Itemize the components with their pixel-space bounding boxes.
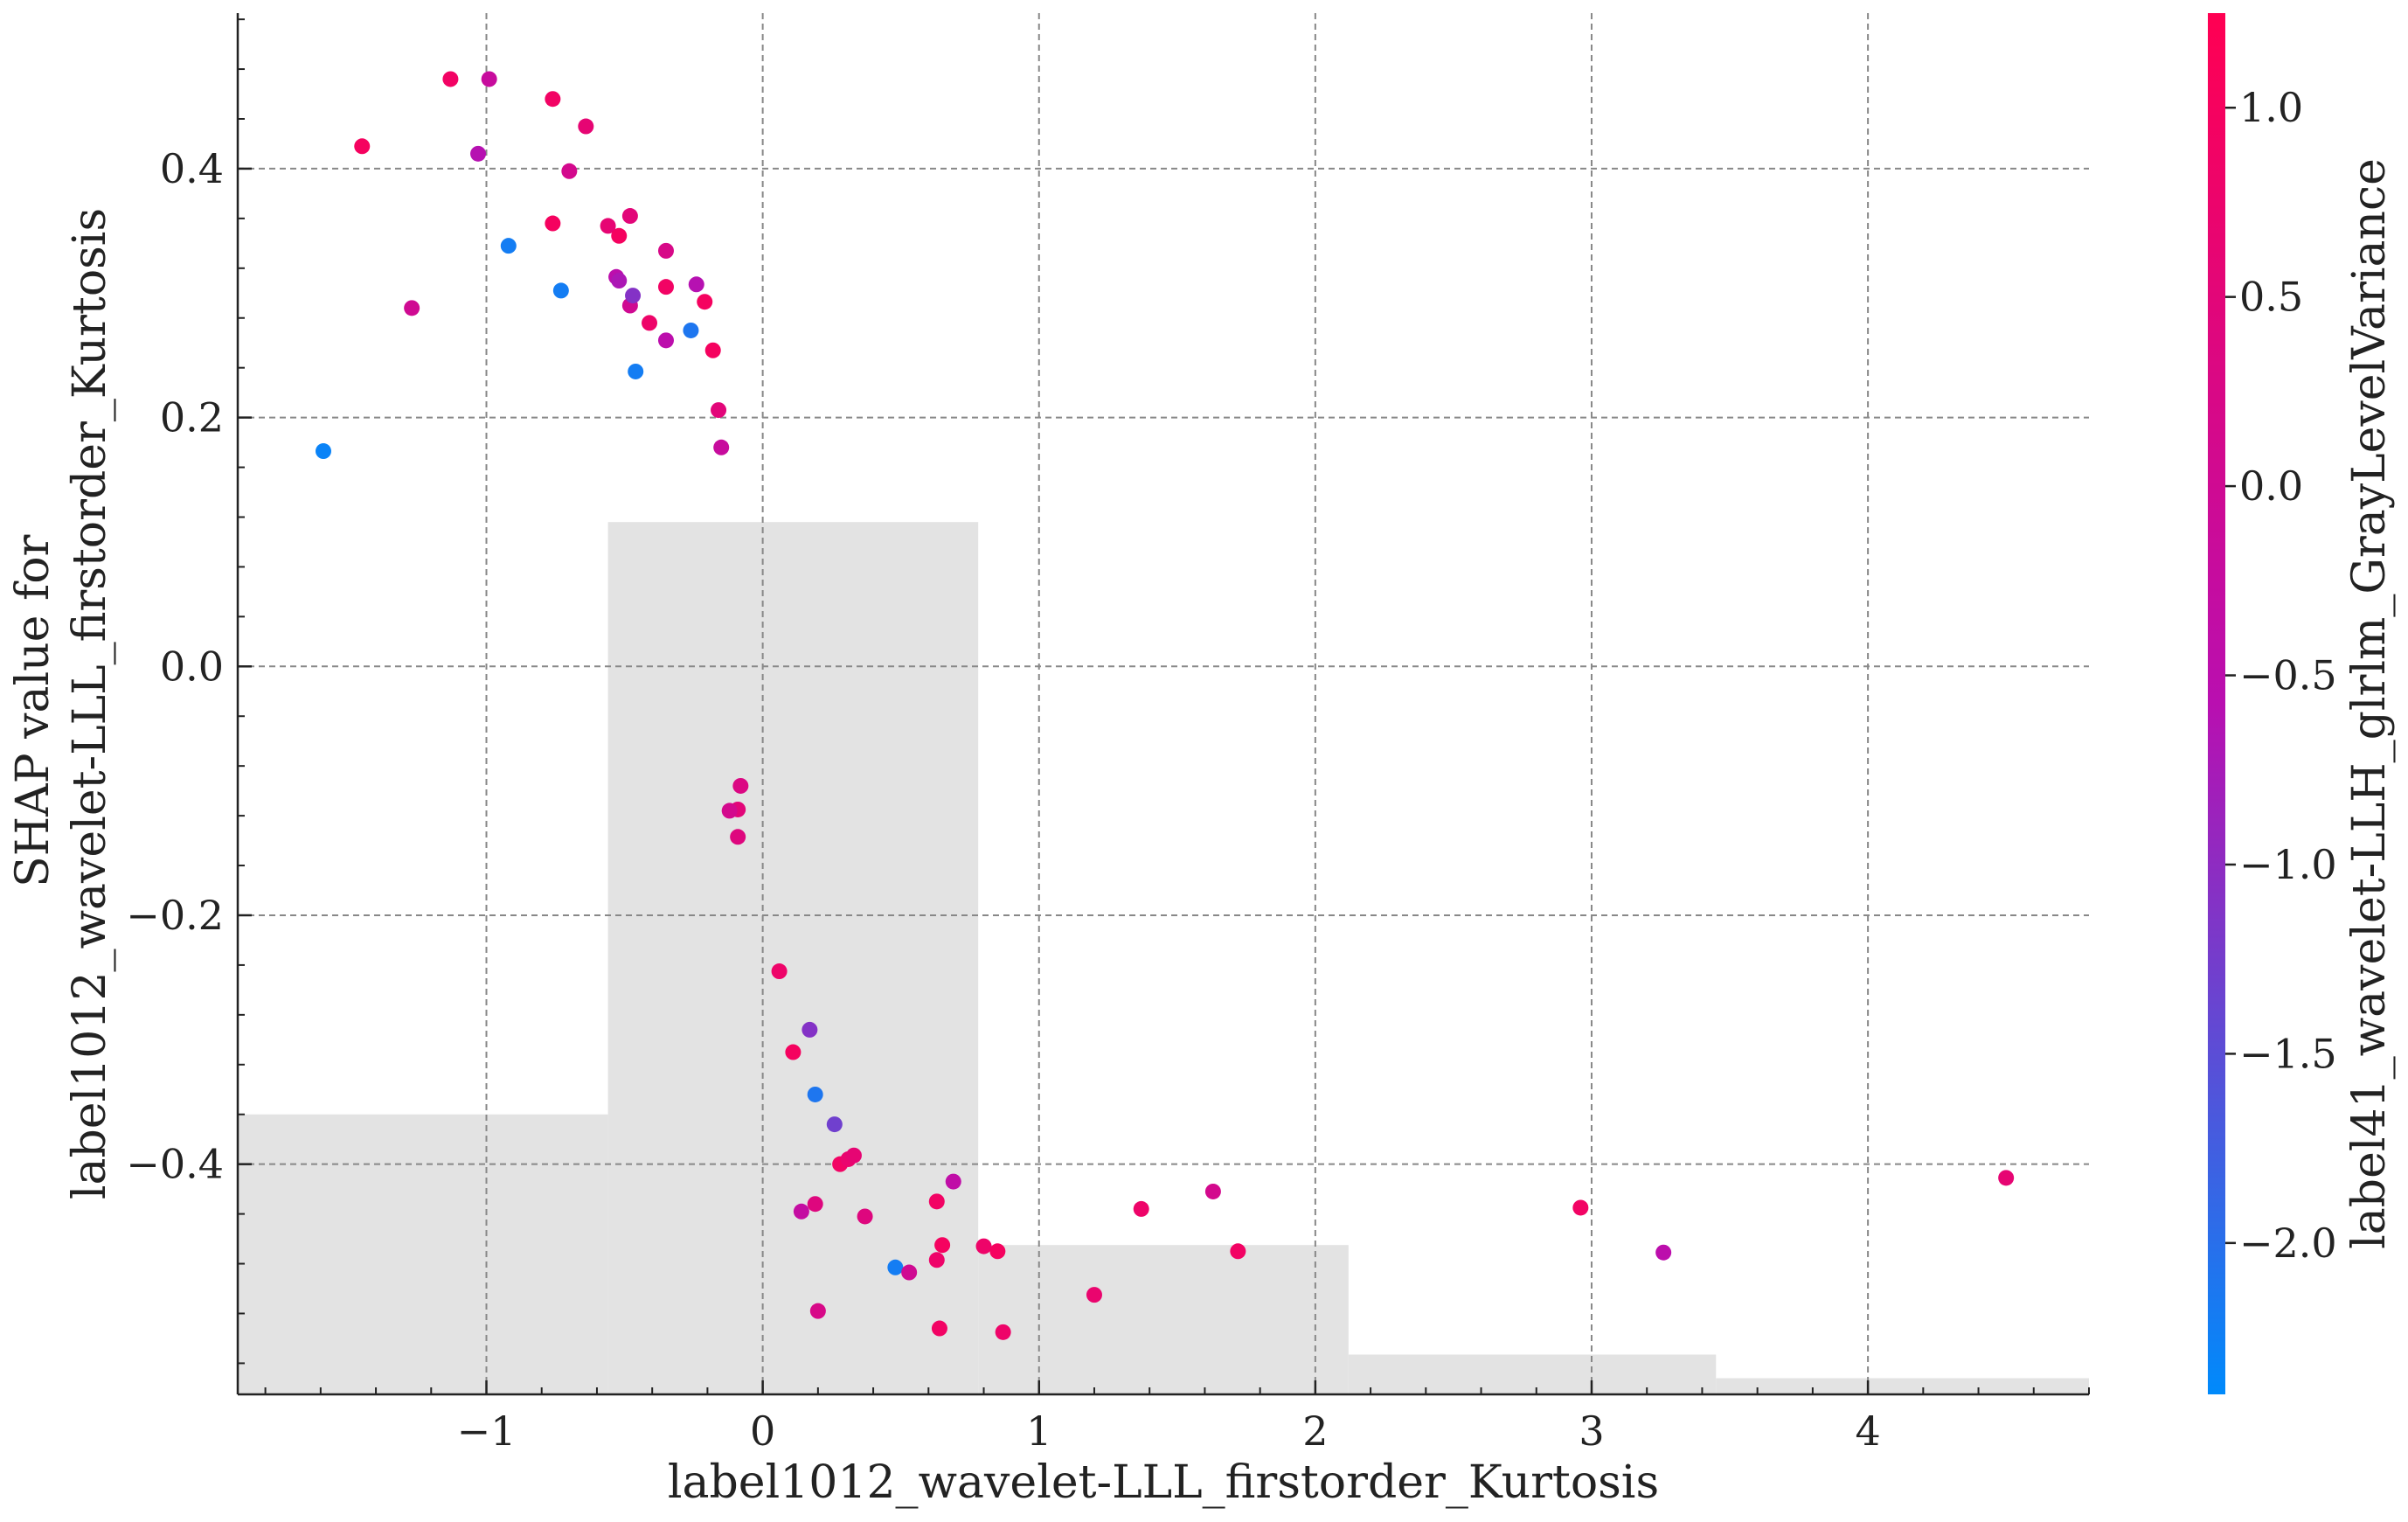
data-point — [561, 163, 578, 179]
data-point — [995, 1324, 1011, 1340]
data-point — [809, 1303, 826, 1319]
colorbar-ticks: 1.0 0.5 0.0 −0.5 −1.0 −1.5 −2.0 — [2225, 84, 2337, 1267]
data-point — [975, 1238, 992, 1254]
y-tick-label: −0.4 — [126, 1141, 224, 1188]
x-tick-label: 2 — [1302, 1407, 1328, 1455]
data-point — [732, 777, 749, 794]
data-point — [657, 242, 674, 259]
data-point — [1133, 1200, 1149, 1217]
data-point — [481, 71, 497, 87]
data-point — [404, 300, 420, 316]
colorbar-tick-label: 0.5 — [2239, 274, 2303, 321]
y-tick-label: −0.2 — [126, 892, 224, 939]
grid-lines — [238, 13, 2089, 1394]
y-tick-label: 0.4 — [160, 145, 224, 192]
data-point — [657, 279, 674, 295]
y-tick-label: 0.2 — [160, 394, 224, 441]
data-point — [688, 276, 704, 293]
colorbar-tick-label: 1.0 — [2239, 84, 2303, 131]
feature-histogram — [238, 522, 2089, 1394]
data-point — [934, 1237, 951, 1254]
data-point — [611, 273, 628, 289]
data-point — [552, 282, 569, 299]
histogram-bar — [1716, 1378, 2089, 1394]
data-point — [730, 829, 746, 845]
colorbar-tick-label: −1.0 — [2239, 841, 2337, 888]
data-point — [315, 443, 331, 460]
colorbar-tick-label: −2.0 — [2239, 1220, 2337, 1267]
colorbar-tick-label: −1.5 — [2239, 1030, 2337, 1077]
data-point — [931, 1320, 947, 1337]
data-point — [1086, 1287, 1102, 1303]
data-point — [628, 363, 644, 379]
data-points — [315, 71, 2015, 1340]
data-point — [1230, 1243, 1246, 1260]
data-point — [887, 1259, 904, 1275]
data-point — [1204, 1183, 1221, 1199]
data-point — [578, 118, 594, 135]
y-axis-title-line-1: SHAP value for — [7, 535, 59, 887]
data-point — [354, 138, 371, 155]
data-point — [711, 402, 727, 419]
data-point — [1655, 1244, 1672, 1261]
histogram-bar — [607, 522, 979, 1394]
data-point — [845, 1147, 862, 1164]
data-point — [683, 322, 699, 338]
data-point — [989, 1243, 1006, 1260]
data-point — [657, 332, 674, 349]
x-tick-label: 1 — [1026, 1407, 1051, 1455]
y-tick-label: 0.0 — [160, 643, 224, 690]
histogram-bar — [978, 1245, 1349, 1394]
colorbar-tick-label: 0.0 — [2239, 462, 2303, 510]
data-point — [807, 1086, 823, 1102]
data-point — [802, 1021, 818, 1038]
data-point — [697, 294, 713, 310]
data-point — [704, 342, 721, 358]
colorbar: 1.0 0.5 0.0 −0.5 −1.0 −1.5 −2.0 label41_wavele… — [2208, 13, 2396, 1394]
data-point — [945, 1173, 961, 1190]
data-point — [928, 1252, 945, 1268]
data-point — [857, 1208, 873, 1225]
x-tick-label: 3 — [1579, 1407, 1604, 1455]
data-point — [611, 227, 628, 244]
y-axis-title-line-2: label1012_wavelet-LLL_firstorder_Kurtosi… — [64, 208, 116, 1199]
x-axis-title: label1012_wavelet-LLL_firstorder_Kurtosi… — [668, 1456, 1659, 1509]
data-point — [771, 963, 788, 980]
data-point — [713, 439, 730, 455]
data-point — [621, 208, 638, 225]
data-point — [793, 1203, 809, 1220]
x-tick-label: −1 — [457, 1407, 517, 1455]
data-point — [625, 288, 642, 304]
colorbar-tick-label: −0.5 — [2239, 652, 2337, 699]
data-point — [470, 145, 487, 162]
y-axis-ticks: −0.4 −0.2 0.0 0.2 0.4 — [126, 18, 252, 1365]
data-point — [1998, 1170, 2015, 1186]
data-point — [721, 803, 738, 819]
colorbar-title: label41_wavelet-LLH_glrlm_GrayLevelVaria… — [2343, 158, 2396, 1249]
data-point — [545, 215, 561, 232]
y-axis-title: SHAP value for label1012_wavelet-LLL_fir… — [7, 208, 116, 1199]
x-tick-label: 0 — [750, 1407, 775, 1455]
data-point — [785, 1044, 802, 1060]
data-point — [500, 238, 517, 254]
data-point — [545, 91, 561, 108]
data-point — [442, 71, 459, 87]
data-point — [600, 218, 616, 234]
histogram-bar — [238, 1114, 608, 1394]
data-point — [901, 1264, 918, 1281]
x-axis-ticks: −1 0 1 2 3 4 — [264, 1380, 2090, 1455]
data-point — [826, 1116, 843, 1133]
colorbar-gradient — [2208, 13, 2225, 1394]
data-point — [807, 1196, 823, 1213]
x-tick-label: 4 — [1855, 1407, 1880, 1455]
data-point — [928, 1193, 945, 1210]
data-point — [642, 315, 658, 331]
histogram-bar — [1348, 1354, 1717, 1394]
data-point — [1572, 1199, 1589, 1216]
